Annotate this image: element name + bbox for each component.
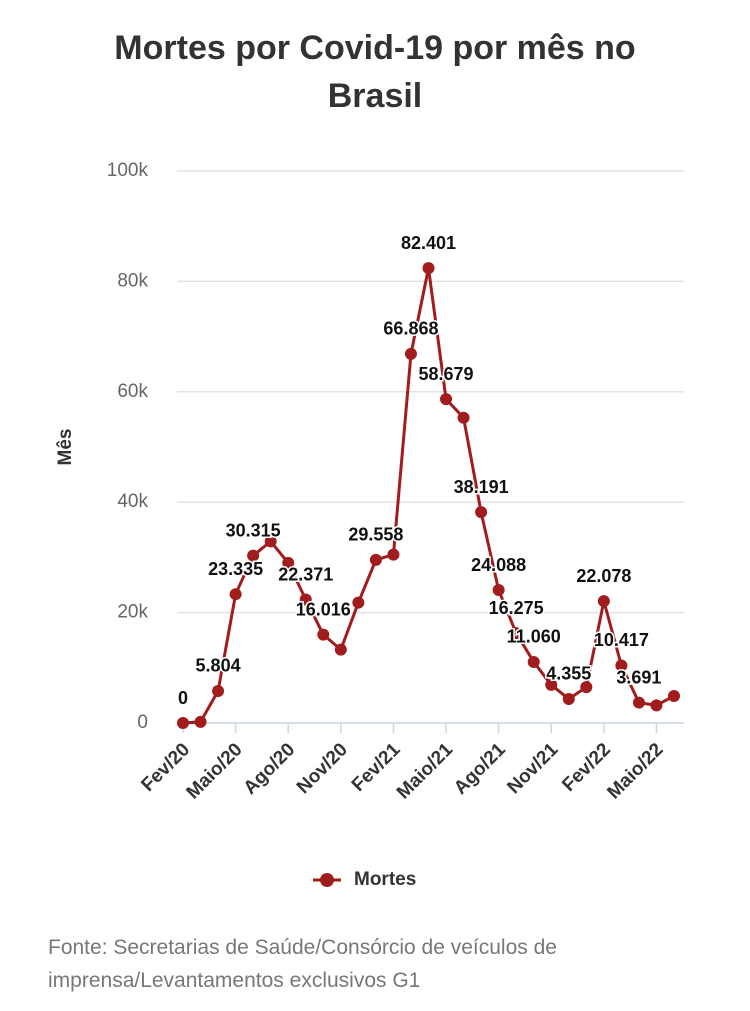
point: [387, 548, 400, 561]
point: [668, 689, 680, 702]
point: [177, 717, 189, 729]
data-label: 58.679: [419, 364, 474, 384]
data-label: 0: [178, 688, 188, 708]
y-tick-label: 80k: [117, 270, 148, 291]
y-tick-label: 40k: [117, 491, 148, 512]
point: [457, 411, 470, 424]
point: [597, 595, 610, 608]
x-tick-label: Nov/20: [293, 739, 352, 798]
data-label: 3.691: [616, 667, 661, 687]
point: [229, 588, 242, 601]
point: [510, 627, 523, 640]
data-label: 29.558: [348, 525, 403, 545]
data-label: 66.868: [383, 319, 438, 339]
point: [632, 696, 645, 709]
point: [404, 347, 417, 360]
y-tick-label: 100k: [107, 160, 149, 181]
point: [580, 681, 593, 694]
point: [317, 628, 330, 641]
data-label: 22.371: [278, 564, 333, 584]
point: [369, 553, 382, 566]
data-label: 11.060: [507, 627, 561, 647]
y-tick-label: 0: [137, 712, 148, 733]
point: [194, 715, 207, 728]
point: [212, 684, 225, 697]
x-tick-label: Maio/21: [393, 739, 457, 803]
point: [492, 584, 505, 597]
data-label: 22.078: [576, 566, 631, 586]
x-tick-label: Maio/20: [183, 739, 247, 803]
data-label: 23.335: [208, 559, 263, 579]
data-label: 4.355: [546, 664, 591, 684]
legend-marker: [320, 873, 334, 887]
point: [264, 535, 277, 548]
data-label: 5.804: [196, 656, 241, 676]
point: [545, 678, 558, 691]
point: [282, 556, 295, 569]
data-label: 24.088: [471, 555, 526, 575]
point: [440, 393, 453, 406]
y-tick-label: 60k: [117, 381, 148, 402]
point: [352, 596, 365, 609]
data-label: 82.401: [401, 233, 456, 253]
x-tick-label: Nov/21: [503, 739, 562, 798]
point: [615, 659, 628, 672]
x-tick-label: Ago/21: [450, 739, 510, 799]
data-label: 30.315: [226, 520, 281, 540]
point: [422, 262, 435, 275]
x-tick-label: Ago/20: [240, 739, 300, 799]
point: [475, 506, 488, 519]
y-tick-label: 20k: [117, 602, 148, 623]
point: [247, 549, 260, 562]
point: [650, 699, 663, 712]
data-label: 10.417: [594, 630, 649, 650]
point: [562, 692, 575, 705]
source-note: Fonte: Secretarias de Saúde/Consórcio de…: [48, 936, 557, 992]
point: [299, 593, 312, 606]
data-label: 16.016: [296, 599, 351, 619]
data-label: 38.191: [454, 477, 509, 497]
legend-label: Mortes: [354, 869, 416, 890]
point: [527, 655, 540, 668]
x-tick-label: Maio/22: [603, 739, 667, 803]
chart-title: Mortes por Covid-19 por mês no Brasil: [114, 29, 635, 115]
point: [334, 643, 347, 656]
data-label: 16.275: [489, 598, 544, 618]
y-axis-label: Mês: [55, 429, 76, 466]
